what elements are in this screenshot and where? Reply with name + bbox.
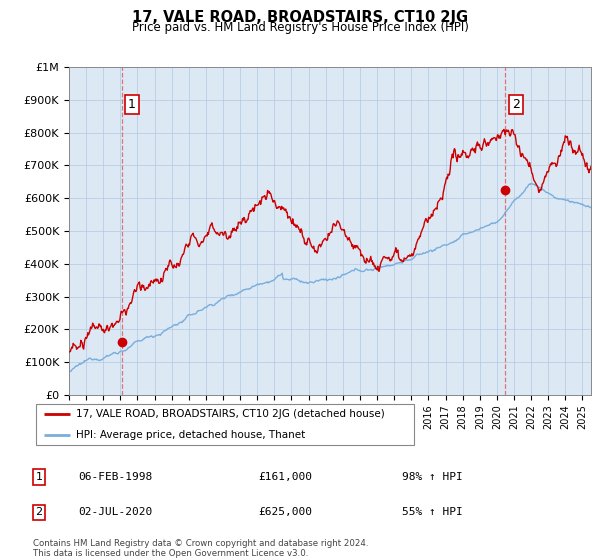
Text: 02-JUL-2020: 02-JUL-2020 [78,507,152,517]
Text: 06-FEB-1998: 06-FEB-1998 [78,472,152,482]
Text: 98% ↑ HPI: 98% ↑ HPI [402,472,463,482]
Text: 2: 2 [512,99,520,111]
Text: 2: 2 [35,507,43,517]
Text: 55% ↑ HPI: 55% ↑ HPI [402,507,463,517]
Text: £161,000: £161,000 [258,472,312,482]
Text: Price paid vs. HM Land Registry's House Price Index (HPI): Price paid vs. HM Land Registry's House … [131,21,469,34]
Text: Contains HM Land Registry data © Crown copyright and database right 2024.
This d: Contains HM Land Registry data © Crown c… [33,539,368,558]
Text: £625,000: £625,000 [258,507,312,517]
Text: 1: 1 [128,99,136,111]
Text: 17, VALE ROAD, BROADSTAIRS, CT10 2JG (detached house): 17, VALE ROAD, BROADSTAIRS, CT10 2JG (de… [76,409,385,419]
Text: HPI: Average price, detached house, Thanet: HPI: Average price, detached house, Than… [76,430,305,440]
FancyBboxPatch shape [36,404,414,445]
Text: 1: 1 [35,472,43,482]
Text: 17, VALE ROAD, BROADSTAIRS, CT10 2JG: 17, VALE ROAD, BROADSTAIRS, CT10 2JG [132,10,468,25]
